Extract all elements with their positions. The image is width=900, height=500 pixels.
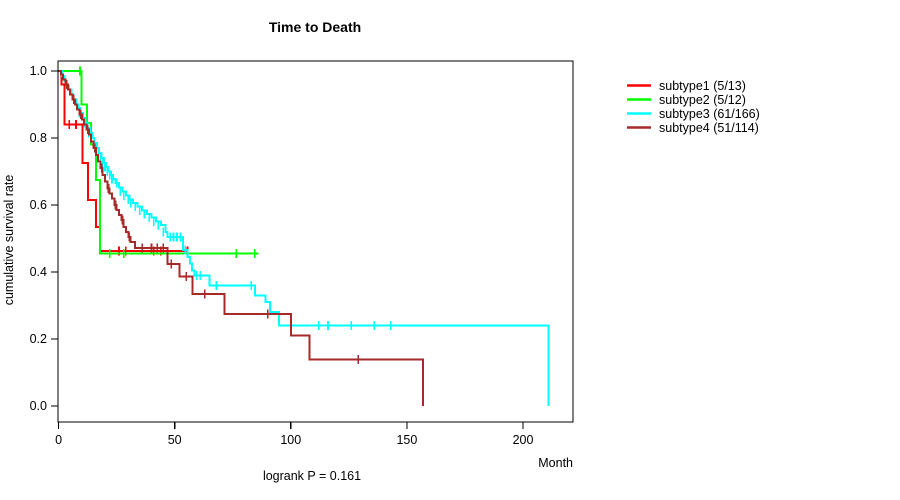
survival-curve-subtype4 <box>58 70 425 406</box>
legend: subtype1 (5/13)subtype2 (5/12)subtype3 (… <box>627 79 760 135</box>
y-tick-label: 0.6 <box>30 198 47 212</box>
legend-label-subtype4: subtype4 (51/114) <box>659 121 759 135</box>
y-tick-label: 0.0 <box>30 399 47 413</box>
y-axis-label: cumulative survival rate <box>2 175 16 306</box>
plot-box <box>57 60 574 423</box>
logrank-p-label: logrank P = 0.161 <box>263 469 361 483</box>
x-tick-label: 0 <box>55 433 62 447</box>
x-tick-label: 200 <box>513 433 534 447</box>
legend-label-subtype1: subtype1 (5/13) <box>659 79 746 93</box>
y-tick-label: 1.0 <box>30 64 47 78</box>
x-axis-label: Month <box>538 456 573 470</box>
y-tick-label: 0.2 <box>30 332 47 346</box>
x-axis: 0 50 100 150 200 <box>55 422 533 447</box>
legend-label-subtype3: subtype3 (61/166) <box>659 107 760 121</box>
x-tick-label: 100 <box>280 433 301 447</box>
survival-curve-subtype3 <box>58 70 550 406</box>
x-tick-label: 50 <box>168 433 182 447</box>
y-axis: 0.0 0.2 0.4 0.6 0.8 1.0 <box>30 64 58 413</box>
survival-curves <box>58 66 550 406</box>
plot-title: Time to Death <box>269 19 361 35</box>
x-tick-label: 150 <box>396 433 417 447</box>
y-tick-label: 0.8 <box>30 131 47 145</box>
y-tick-label: 0.4 <box>30 265 47 279</box>
legend-label-subtype2: subtype2 (5/12) <box>659 93 746 107</box>
